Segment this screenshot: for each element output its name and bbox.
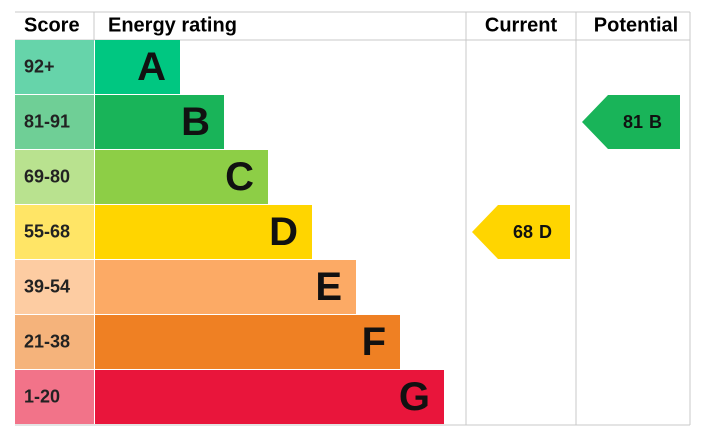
header-current: Current	[485, 14, 558, 36]
rating-bar	[95, 315, 400, 369]
score-label: 81-91	[24, 111, 70, 131]
score-cell	[15, 315, 94, 369]
potential-rating: B	[649, 112, 662, 132]
score-label: 92+	[24, 56, 55, 76]
header-score: Score	[24, 14, 80, 36]
score-label: 55-68	[24, 221, 70, 241]
header-potential: Potential	[594, 14, 678, 36]
rating-letter: A	[137, 45, 166, 89]
rating-bar	[95, 370, 444, 424]
current-value: 68	[513, 222, 533, 242]
score-cell	[15, 260, 94, 314]
current-rating: D	[539, 222, 552, 242]
rating-bar	[95, 40, 180, 94]
score-cell	[15, 150, 94, 204]
score-cell	[15, 95, 94, 149]
rating-letter: F	[362, 320, 386, 364]
score-label: 21-38	[24, 331, 70, 351]
score-cell	[15, 370, 94, 424]
score-label: 69-80	[24, 166, 70, 186]
rating-bar	[95, 150, 268, 204]
score-label: 39-54	[24, 276, 70, 296]
score-cell	[15, 40, 94, 94]
header-rating: Energy rating	[108, 14, 237, 36]
rating-letter: D	[269, 210, 298, 254]
rating-bar	[95, 205, 312, 259]
rating-letter: B	[181, 100, 210, 144]
rating-letter: G	[399, 375, 430, 419]
rating-letter: C	[225, 155, 254, 199]
rating-bar	[95, 95, 224, 149]
current-arrow	[472, 205, 570, 259]
potential-value: 81	[623, 112, 643, 132]
score-cell	[15, 205, 94, 259]
rating-letter: E	[315, 265, 342, 309]
rating-bar	[95, 260, 356, 314]
score-label: 1-20	[24, 386, 60, 406]
potential-arrow	[582, 95, 680, 149]
